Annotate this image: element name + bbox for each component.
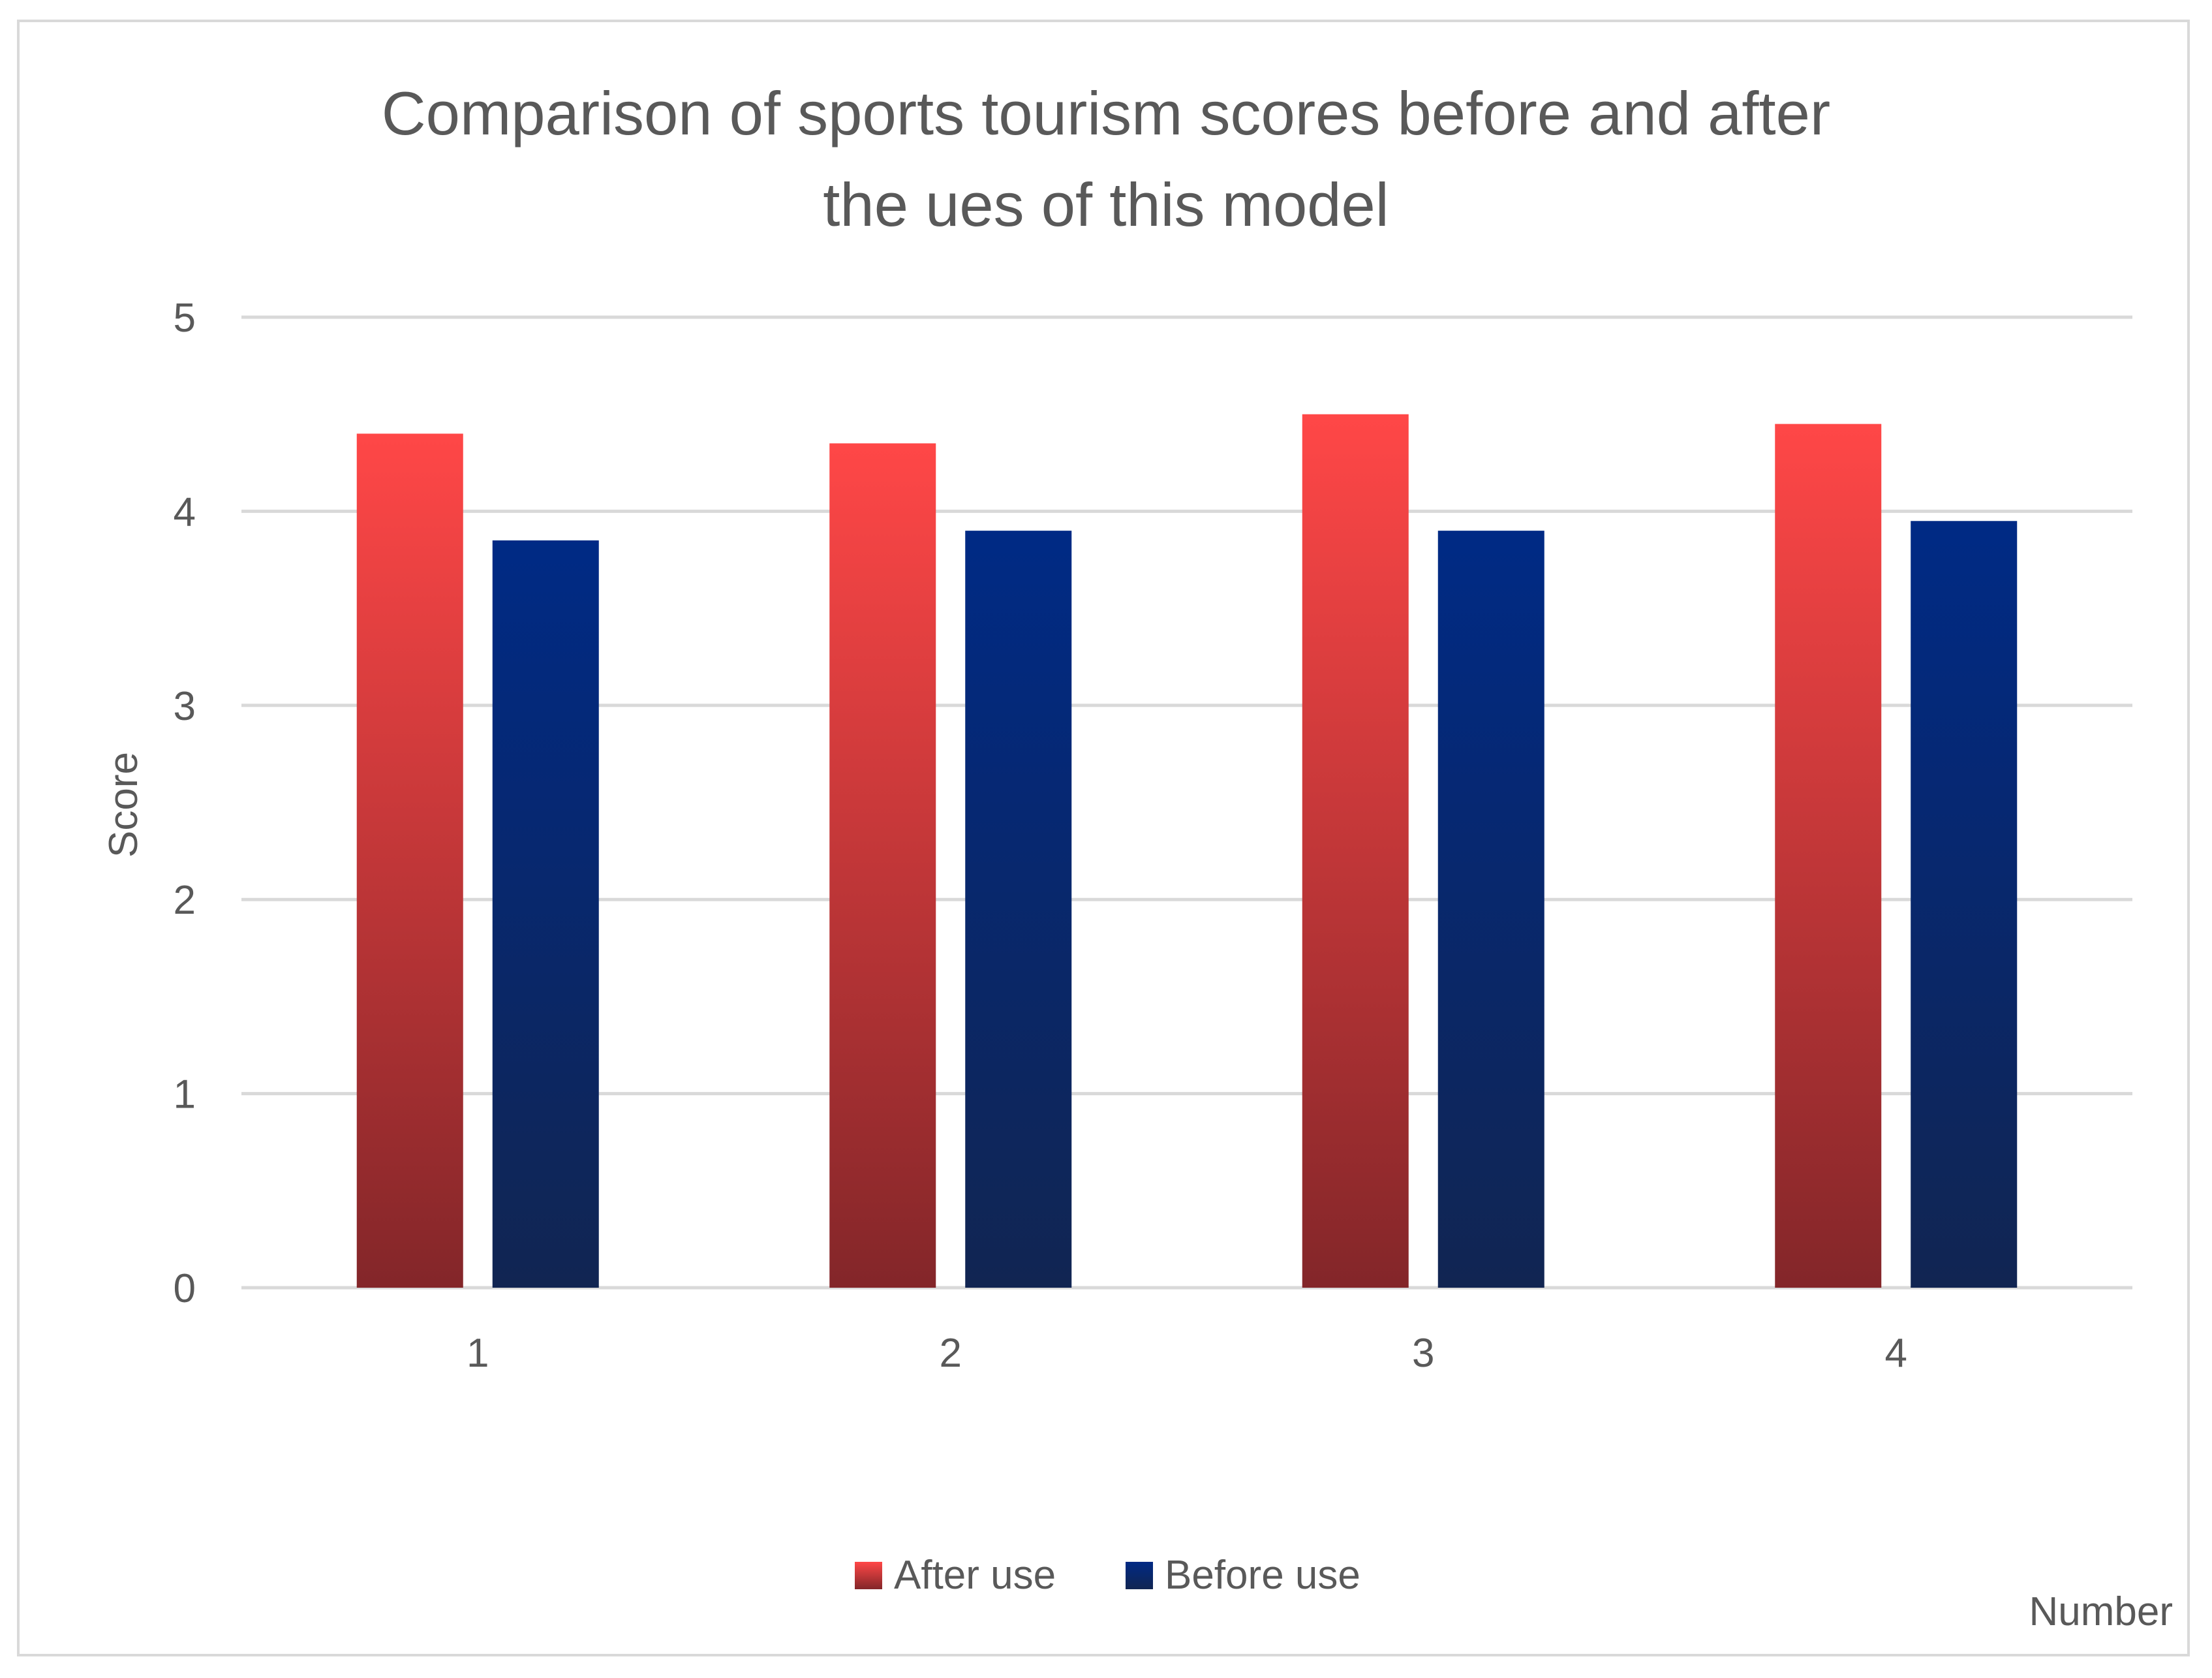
chart-title-line-1: Comparison of sports tourism scores befo… <box>382 79 1830 148</box>
bar-after-3 <box>1302 414 1409 1288</box>
x-tick-label: 1 <box>467 1331 489 1376</box>
legend-swatch-before <box>1126 1562 1153 1589</box>
y-tick-label: 3 <box>174 684 196 729</box>
bar-after-4 <box>1775 424 1882 1288</box>
y-axis-title: Score <box>101 752 146 858</box>
y-tick-label: 1 <box>174 1072 196 1117</box>
legend-label-after: After use <box>894 1553 1056 1598</box>
x-tick-label: 4 <box>1885 1331 1907 1376</box>
x-tick-label: 2 <box>940 1331 962 1376</box>
x-tick-labels: 1 2 3 4 <box>467 1331 1907 1376</box>
legend-swatch-after <box>855 1562 882 1589</box>
bar-before-4 <box>1911 521 2018 1288</box>
bar-before-1 <box>492 540 599 1288</box>
y-tick-label: 2 <box>174 878 196 923</box>
legend: After use Before use <box>855 1553 1360 1598</box>
x-tick-label: 3 <box>1412 1331 1434 1376</box>
bar-after-1 <box>356 433 463 1288</box>
y-tick-label: 0 <box>174 1266 196 1311</box>
bar-before-3 <box>1437 531 1544 1288</box>
bar-after-2 <box>829 443 936 1288</box>
chart-title: Comparison of sports tourism scores befo… <box>382 79 1830 239</box>
y-tick-label: 5 <box>174 296 196 341</box>
x-axis-title: Number <box>2029 1589 2173 1634</box>
legend-label-before: Before use <box>1165 1553 1360 1598</box>
y-tick-label: 4 <box>174 489 196 535</box>
chart-title-line-2: the ues of this model <box>823 170 1389 239</box>
bars <box>356 414 2018 1288</box>
bar-before-2 <box>965 531 1072 1288</box>
y-tick-labels: 0 1 2 3 4 5 <box>174 296 196 1311</box>
